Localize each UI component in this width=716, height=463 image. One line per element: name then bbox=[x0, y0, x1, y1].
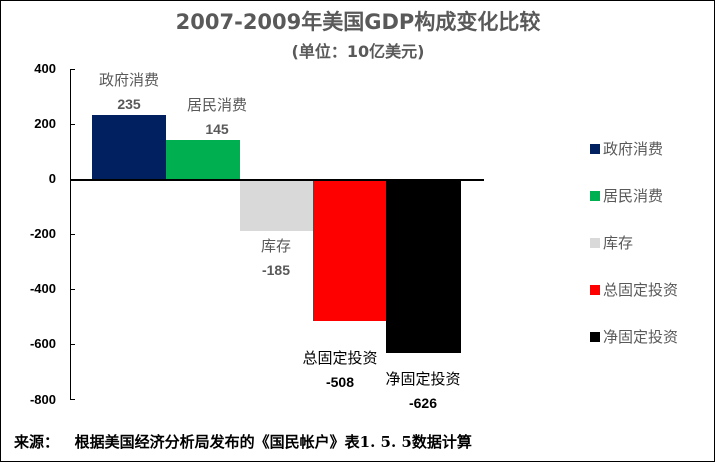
bar-inventory bbox=[240, 180, 313, 231]
bar-household-consumption bbox=[166, 140, 240, 180]
chart-subtitle: (单位：10亿美元) bbox=[291, 42, 425, 61]
bar-government-consumption bbox=[92, 115, 166, 180]
y-tick bbox=[70, 289, 75, 290]
y-tick bbox=[70, 234, 75, 235]
y-tick-label: -200 bbox=[29, 226, 56, 241]
y-tick-label: -800 bbox=[29, 392, 56, 407]
data-label-inventory: 库存 -185 bbox=[260, 237, 291, 278]
y-tick bbox=[70, 344, 75, 345]
zero-line bbox=[70, 179, 484, 181]
legend-item-government-consumption: 政府消费 bbox=[590, 138, 663, 159]
bar-net-fixed-investment bbox=[386, 180, 461, 353]
data-label-government-consumption: 政府消费 235 bbox=[98, 71, 159, 112]
legend-swatch-icon bbox=[590, 190, 600, 201]
y-tick bbox=[70, 124, 75, 125]
legend-swatch-icon bbox=[590, 331, 600, 342]
data-label-gross-fixed-investment: 总固定投资 -508 bbox=[302, 349, 378, 390]
legend-item-household-consumption: 居民消费 bbox=[590, 185, 663, 206]
bar-gross-fixed-investment bbox=[313, 180, 386, 321]
y-tick-label: -400 bbox=[29, 281, 56, 296]
y-tick bbox=[70, 399, 75, 400]
legend-item-net-fixed-investment: 净固定投资 bbox=[590, 326, 678, 347]
y-tick-label: 200 bbox=[34, 116, 56, 131]
legend-item-gross-fixed-investment: 总固定投资 bbox=[590, 279, 678, 300]
legend-swatch-icon bbox=[590, 237, 600, 248]
legend-swatch-icon bbox=[590, 284, 600, 295]
chart-title: 2007-2009年美国GDP构成变化比较 bbox=[175, 10, 541, 34]
source-note: 来源： 根据美国经济分析局发布的《国民帐户》表1. 5. 5数据计算 bbox=[14, 433, 472, 451]
data-label-net-fixed-investment: 净固定投资 -626 bbox=[385, 370, 461, 411]
y-tick bbox=[70, 69, 75, 70]
y-tick-label: 0 bbox=[48, 171, 56, 186]
legend-item-inventory: 库存 bbox=[590, 232, 633, 253]
y-tick-label: -600 bbox=[29, 336, 56, 351]
legend-swatch-icon bbox=[590, 143, 600, 154]
data-label-household-consumption: 居民消费 145 bbox=[186, 96, 247, 137]
y-tick-label: 400 bbox=[34, 61, 56, 76]
